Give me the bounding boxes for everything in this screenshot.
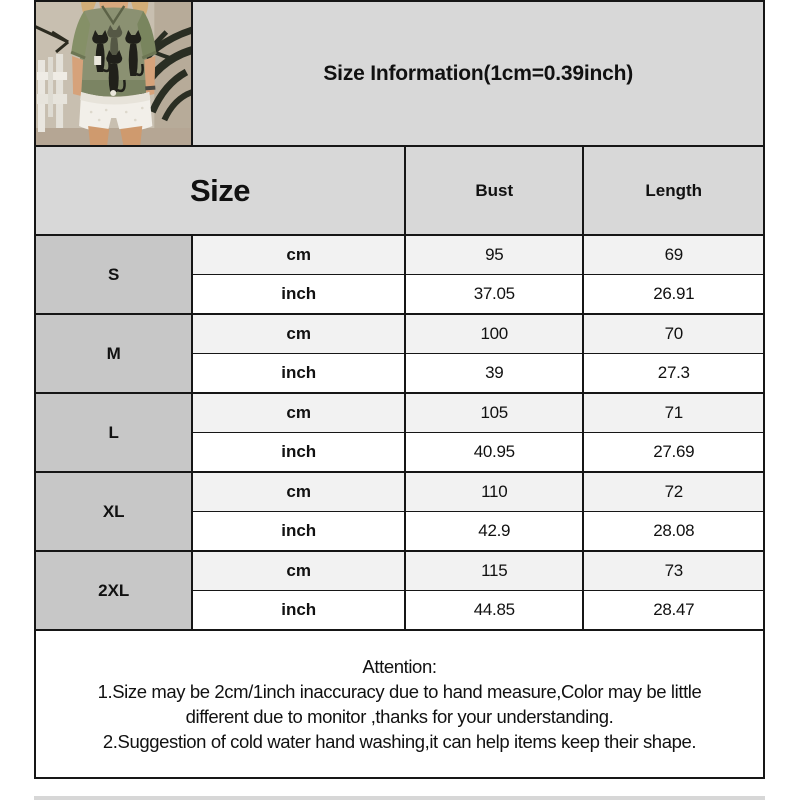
bust-value: 37.05 [403, 274, 585, 315]
table-row-m-cm: M cm 100 70 [33, 313, 765, 394]
table-row-l-cm: L cm 105 71 [33, 392, 765, 473]
table-row-2xl-cm: 2XL cm 115 73 [33, 550, 765, 631]
length-value: 71 [582, 392, 765, 433]
table-row-2xl-inch: inch 44.85 28.47 [35, 590, 765, 631]
table-row-s-cm: S cm 95 69 [33, 234, 765, 315]
unit-label: inch [191, 590, 406, 631]
attention-heading: Attention: [362, 656, 437, 677]
unit-label: cm [191, 550, 406, 591]
table-row-m-inch: inch 39 27.3 [35, 353, 765, 394]
bust-value: 39 [403, 353, 585, 394]
unit-label: cm [191, 234, 406, 275]
table-row-xl-cm: XL cm 110 72 [33, 471, 765, 552]
bust-value: 110 [403, 471, 585, 512]
bust-value: 95 [403, 234, 585, 275]
length-value: 27.69 [582, 432, 765, 473]
branch [37, 25, 70, 54]
attention-line-1: 1.Size may be 2cm/1inch inaccuracy due t… [97, 681, 702, 702]
bust-value: 105 [403, 392, 585, 433]
unit-label: inch [191, 274, 406, 315]
length-value: 26.91 [582, 274, 765, 315]
length-value: 70 [582, 313, 765, 354]
length-value: 73 [582, 550, 765, 591]
bust-value: 115 [403, 550, 585, 591]
cat-print [92, 25, 144, 96]
attention-line-2: different due to monitor ,thanks for you… [185, 706, 614, 727]
attention-note: Attention: 1.Size may be 2cm/1inch inacc… [34, 629, 765, 779]
size-column-header: Size [34, 145, 406, 236]
unit-label: cm [191, 471, 406, 512]
photo-title-row: Size Information(1cm=0.39inch) [33, 0, 765, 147]
unit-label: inch [191, 511, 406, 552]
lace-shorts [79, 92, 153, 131]
unit-label: cm [191, 392, 406, 433]
length-value: 28.08 [582, 511, 765, 552]
length-value: 72 [582, 471, 765, 512]
size-information-title: Size Information(1cm=0.39inch) [191, 0, 765, 147]
size-label-m: M [33, 313, 194, 394]
product-photo [37, 3, 191, 144]
size-chart-sheet: Size Information(1cm=0.39inch) Size Bust… [33, 0, 765, 779]
bottom-shadow-strip [34, 796, 765, 800]
column-header-row: Size Bust Length [34, 145, 765, 236]
attention-row: Attention: 1.Size may be 2cm/1inch inacc… [34, 629, 765, 779]
length-column-header: Length [582, 145, 765, 236]
size-label-s: S [33, 234, 194, 315]
attention-line-3: 2.Suggestion of cold water hand washing,… [102, 731, 697, 752]
bust-value: 40.95 [403, 432, 585, 473]
bust-column-header: Bust [403, 145, 585, 236]
product-photo-cell [33, 0, 194, 147]
length-value: 27.3 [582, 353, 765, 394]
chair [37, 54, 68, 132]
bust-value: 44.85 [403, 590, 585, 631]
size-label-xl: XL [33, 471, 194, 552]
length-value: 69 [582, 234, 765, 275]
bust-value: 100 [403, 313, 585, 354]
unit-label: inch [191, 432, 406, 473]
bust-value: 42.9 [403, 511, 585, 552]
size-label-2xl: 2XL [33, 550, 194, 631]
table-row-xl-inch: inch 42.9 28.08 [35, 511, 765, 552]
model [70, 3, 157, 144]
table-row-l-inch: inch 40.95 27.69 [35, 432, 765, 473]
size-label-l: L [33, 392, 194, 473]
size-information-table: Size Information(1cm=0.39inch) Size Bust… [33, 0, 765, 779]
table-row-s-inch: inch 37.05 26.91 [35, 274, 765, 315]
unit-label: cm [191, 313, 406, 354]
length-value: 28.47 [582, 590, 765, 631]
unit-label: inch [191, 353, 406, 394]
